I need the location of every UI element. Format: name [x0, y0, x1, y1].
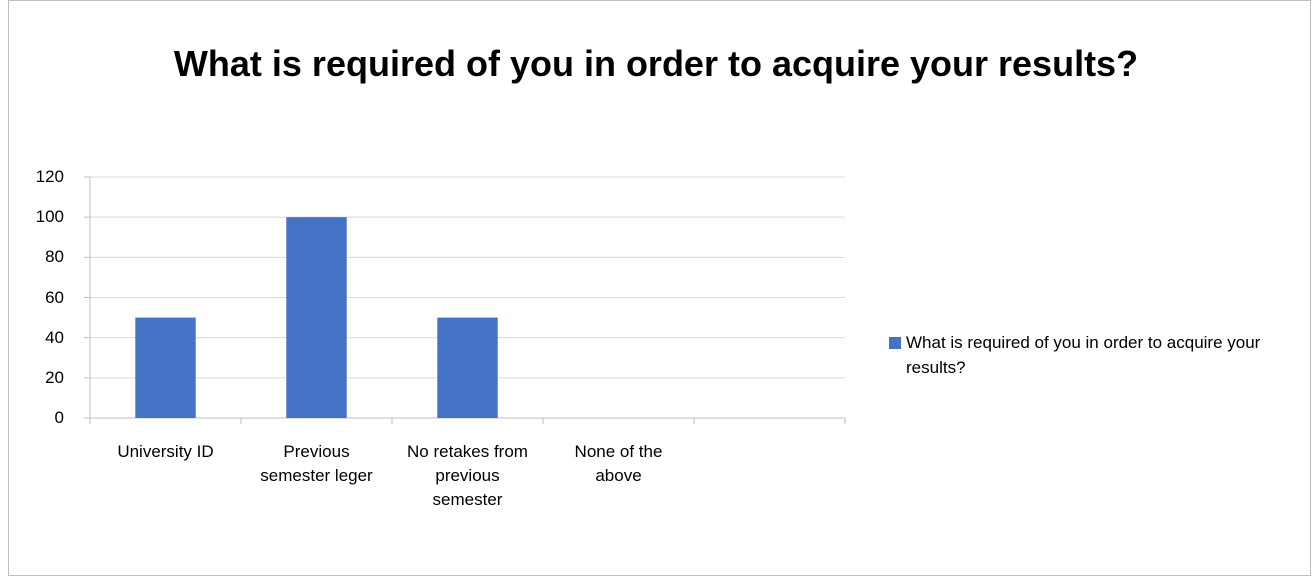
y-tick-label: 120: [35, 167, 64, 186]
y-tick-label: 100: [35, 207, 64, 227]
x-tick-label: University ID: [117, 442, 214, 461]
legend-swatch: [889, 337, 901, 349]
bar: [437, 317, 498, 418]
y-tick-label: 20: [45, 367, 64, 387]
y-tick-label: 80: [45, 247, 64, 267]
x-tick-label: Previous semester leger: [260, 442, 373, 485]
chart-border: [8, 0, 1311, 576]
x-tick-label: None of the above: [574, 442, 663, 485]
y-tick-label: 0: [54, 408, 64, 427]
x-tick-label: No retakes from previous semester: [407, 442, 528, 509]
legend-label: What is required of you in order to acqu…: [906, 333, 1261, 377]
y-tick-label: 40: [45, 327, 64, 347]
y-tick-label: 60: [45, 287, 64, 307]
bar: [135, 317, 196, 418]
chart-title: What is required of you in order to acqu…: [173, 43, 1139, 84]
bar: [286, 217, 347, 418]
